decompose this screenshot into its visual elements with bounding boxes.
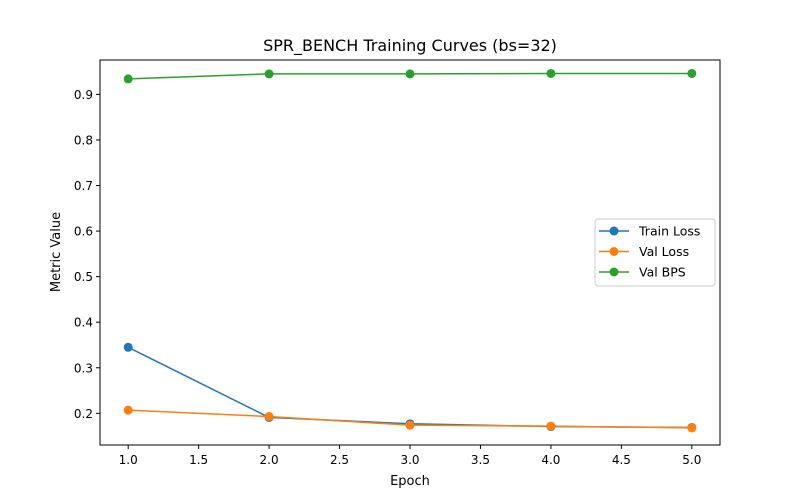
x-tick-label: 5.0 (682, 453, 701, 467)
legend-marker (609, 247, 619, 256)
chart-title: SPR_BENCH Training Curves (bs=32) (263, 36, 557, 56)
data-point-val-loss (264, 412, 274, 422)
legend-marker (609, 226, 619, 236)
data-point-val-loss (123, 405, 133, 415)
plot-frame (99, 59, 721, 446)
x-tick-label: 1.0 (119, 453, 138, 467)
legend-frame (594, 218, 716, 287)
y-tick-label: 0.3 (74, 361, 93, 375)
legend-item-train-loss: Train Loss (599, 224, 700, 239)
series-layer (123, 68, 697, 433)
y-axis-ticks: 0.2 0.3 0.4 0.5 0.6 0.7 0.8 0.9 (74, 88, 100, 421)
plot-area: 1.0 1.5 2.0 2.5 3.0 3.5 4.0 4.5 5.0 0.2 0.3 0.4 0.5… (74, 59, 721, 467)
x-tick-label: 3.5 (471, 453, 490, 467)
legend-item-val-loss: Val Loss (599, 244, 689, 259)
x-axis-ticks: 1.0 1.5 2.0 2.5 3.0 3.5 4.0 4.5 5.0 (119, 445, 701, 467)
legend-item-val-bps: Val BPS (599, 265, 686, 280)
y-tick-label: 0.7 (74, 179, 93, 193)
data-point-val-loss (546, 421, 556, 431)
legend: Train Loss Val Loss Val BPS (594, 218, 716, 287)
x-tick-label: 1.5 (189, 453, 208, 467)
y-tick-label: 0.5 (74, 270, 93, 284)
y-tick-label: 0.4 (74, 316, 93, 330)
legend-label: Val Loss (639, 244, 689, 259)
y-tick-label: 0.2 (74, 407, 93, 421)
x-tick-label: 2.5 (330, 453, 349, 467)
data-point-val-bps (123, 74, 133, 84)
y-tick-label: 0.8 (74, 133, 93, 147)
data-point-val-bps (264, 69, 274, 79)
series-val-bps (123, 68, 697, 84)
data-point-val-bps (687, 68, 697, 78)
x-tick-label: 4.5 (612, 453, 631, 467)
data-point-train-loss (123, 342, 133, 352)
legend-items: Train Loss Val Loss Val BPS (599, 224, 700, 280)
x-tick-label: 2.0 (260, 453, 279, 467)
x-tick-label: 4.0 (541, 453, 560, 467)
data-point-val-bps (405, 69, 415, 79)
series-val-loss (123, 405, 697, 433)
legend-label: Train Loss (638, 224, 700, 239)
y-axis-label: Metric Value (49, 212, 64, 292)
data-point-val-loss (687, 423, 697, 433)
data-point-val-bps (546, 68, 556, 78)
data-point-val-loss (405, 420, 415, 430)
y-tick-label: 0.9 (74, 88, 93, 102)
y-tick-label: 0.6 (74, 225, 93, 239)
x-tick-label: 3.0 (400, 453, 419, 467)
legend-label: Val BPS (639, 265, 686, 280)
x-axis-label: Epoch (390, 474, 430, 489)
legend-marker (609, 267, 619, 277)
